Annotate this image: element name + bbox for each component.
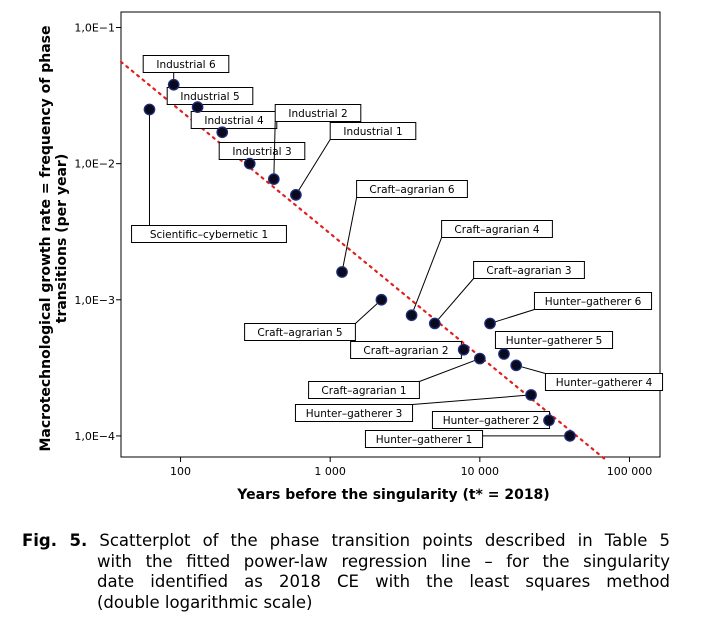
data-point-craft-agrarian-6 — [336, 266, 348, 278]
label-box-hunter-gatherer-5 — [494, 331, 614, 349]
point-label-craft-agrarian-6: Craft–agrarian 6 — [369, 184, 454, 196]
label-box-industrial-1 — [329, 122, 417, 140]
caption-line-4: (double logarithmic scale) — [97, 592, 313, 612]
scatter-chart: 100 1 000 10 000 100 000 1,0E−4 1,0E−3 1,0E−2 1… — [38, 11, 664, 503]
label-box-industrial-5 — [166, 87, 254, 105]
x-tick-label: 10 000 — [461, 465, 500, 478]
point-label-hunter-gatherer-2: Hunter–gatherer 2 — [443, 415, 540, 427]
leader-line-craft-agrarian-5 — [355, 299, 382, 324]
point-label-hunter-gatherer-6: Hunter–gatherer 6 — [545, 296, 642, 308]
label-box-industrial-6 — [142, 55, 230, 73]
point-label-industrial-5: Industrial 5 — [180, 91, 239, 103]
data-point-industrial-3 — [243, 157, 256, 170]
y-tick-label: 1,0E−3 — [74, 294, 115, 307]
point-label-industrial-6: Industrial 6 — [156, 59, 216, 71]
caption-line-2: with the fitted power-law regression lin… — [97, 551, 670, 571]
data-point-hunter-gatherer-2 — [543, 414, 555, 427]
caption-line-3: date identified as 2018 CE with the leas… — [97, 572, 670, 591]
label-box-industrial-3 — [218, 142, 306, 160]
x-tick-label: 100 000 — [607, 465, 653, 478]
point-labels: Industrial 6 Industrial 5 Scientific–cyber… — [131, 55, 664, 448]
label-box-craft-agrarian-1 — [308, 381, 420, 399]
point-label-hunter-gatherer-5: Hunter–gatherer 5 — [506, 335, 603, 347]
figure-label: Fig. 5. — [22, 531, 88, 550]
data-point-craft-agrarian-1 — [473, 352, 486, 365]
point-label-industrial-2: Industrial 2 — [288, 108, 347, 120]
y-axis-title: transitions (per year) — [54, 154, 70, 324]
label-box-hunter-gatherer-1 — [364, 430, 484, 448]
data-point-craft-agrarian-5 — [375, 293, 388, 306]
label-box-hunter-gatherer-4 — [544, 373, 664, 391]
x-tick-label: 1 000 — [314, 465, 346, 478]
data-point-scientific-cybernetic-1 — [143, 103, 156, 116]
leader-line-craft-agrarian-6 — [341, 197, 358, 273]
label-box-hunter-gatherer-6 — [533, 292, 653, 310]
data-point-industrial-1 — [290, 188, 302, 201]
data-point-hunter-gatherer-1 — [564, 430, 576, 442]
point-label-craft-agrarian-2: Craft–agrarian 2 — [363, 345, 448, 357]
y-tick-label: 1,0E−2 — [74, 158, 115, 171]
point-label-craft-agrarian-1: Craft–agrarian 1 — [321, 385, 406, 397]
data-point-industrial-6 — [167, 78, 180, 91]
point-label-scientific-cybernetic-1: Scientific–cybernetic 1 — [150, 229, 268, 241]
y-tick-label: 1,0E−4 — [74, 430, 115, 443]
point-label-industrial-1: Industrial 1 — [343, 126, 402, 138]
point-label-hunter-gatherer-3: Hunter–gatherer 3 — [306, 408, 403, 420]
data-point-industrial-4 — [216, 126, 229, 139]
leader-line-hunter-gatherer-6 — [489, 309, 535, 324]
label-box-hunter-gatherer-3 — [294, 404, 414, 422]
y-axis-title: Macrotechnological growth rate = frequen… — [38, 25, 54, 451]
label-box-craft-agrarian-4 — [441, 220, 553, 238]
data-point-hunter-gatherer-6 — [484, 317, 496, 330]
label-box-craft-agrarian-6 — [356, 180, 468, 198]
label-box-craft-agrarian-5 — [244, 323, 356, 341]
point-label-industrial-4: Industrial 4 — [204, 115, 264, 127]
data-point-hunter-gatherer-4 — [510, 359, 523, 372]
data-point-industrial-2 — [267, 173, 280, 185]
point-label-hunter-gatherer-1: Hunter–gatherer 1 — [376, 434, 473, 446]
x-axis-title: Years before the singularity (t* = 2018) — [236, 487, 549, 503]
data-point-hunter-gatherer-5 — [498, 348, 510, 360]
x-tick-label: 100 — [170, 465, 191, 478]
point-label-craft-agrarian-3: Craft–agrarian 3 — [486, 265, 571, 277]
label-box-industrial-2 — [274, 104, 362, 122]
leader-line-industrial-2 — [273, 121, 276, 180]
point-label-industrial-3: Industrial 3 — [232, 146, 291, 158]
leader-line-craft-agrarian-3 — [434, 278, 474, 324]
label-box-craft-agrarian-3 — [473, 261, 585, 279]
figure-caption: Fig. 5. Scatterplot of the phase transit… — [22, 531, 670, 613]
point-label-craft-agrarian-5: Craft–agrarian 5 — [257, 327, 342, 339]
label-box-scientific-cybernetic-1 — [131, 225, 287, 243]
point-label-hunter-gatherer-4: Hunter–gatherer 4 — [556, 377, 653, 389]
leader-line-craft-agrarian-4 — [411, 237, 443, 316]
point-label-craft-agrarian-4: Craft–agrarian 4 — [454, 224, 539, 236]
data-point-craft-agrarian-3 — [428, 317, 441, 330]
leader-line-craft-agrarian-1 — [419, 358, 480, 382]
data-point-craft-agrarian-2 — [457, 343, 470, 356]
leader-line-industrial-1 — [295, 139, 331, 196]
y-tick-label: 1,0E−1 — [74, 22, 115, 35]
data-point-craft-agrarian-4 — [405, 309, 418, 322]
caption-line-1: Scatterplot of the phase transition poin… — [87, 531, 670, 550]
leader-line-hunter-gatherer-3 — [412, 394, 532, 405]
data-point-hunter-gatherer-3 — [525, 389, 537, 401]
data-point-industrial-5 — [191, 101, 204, 114]
